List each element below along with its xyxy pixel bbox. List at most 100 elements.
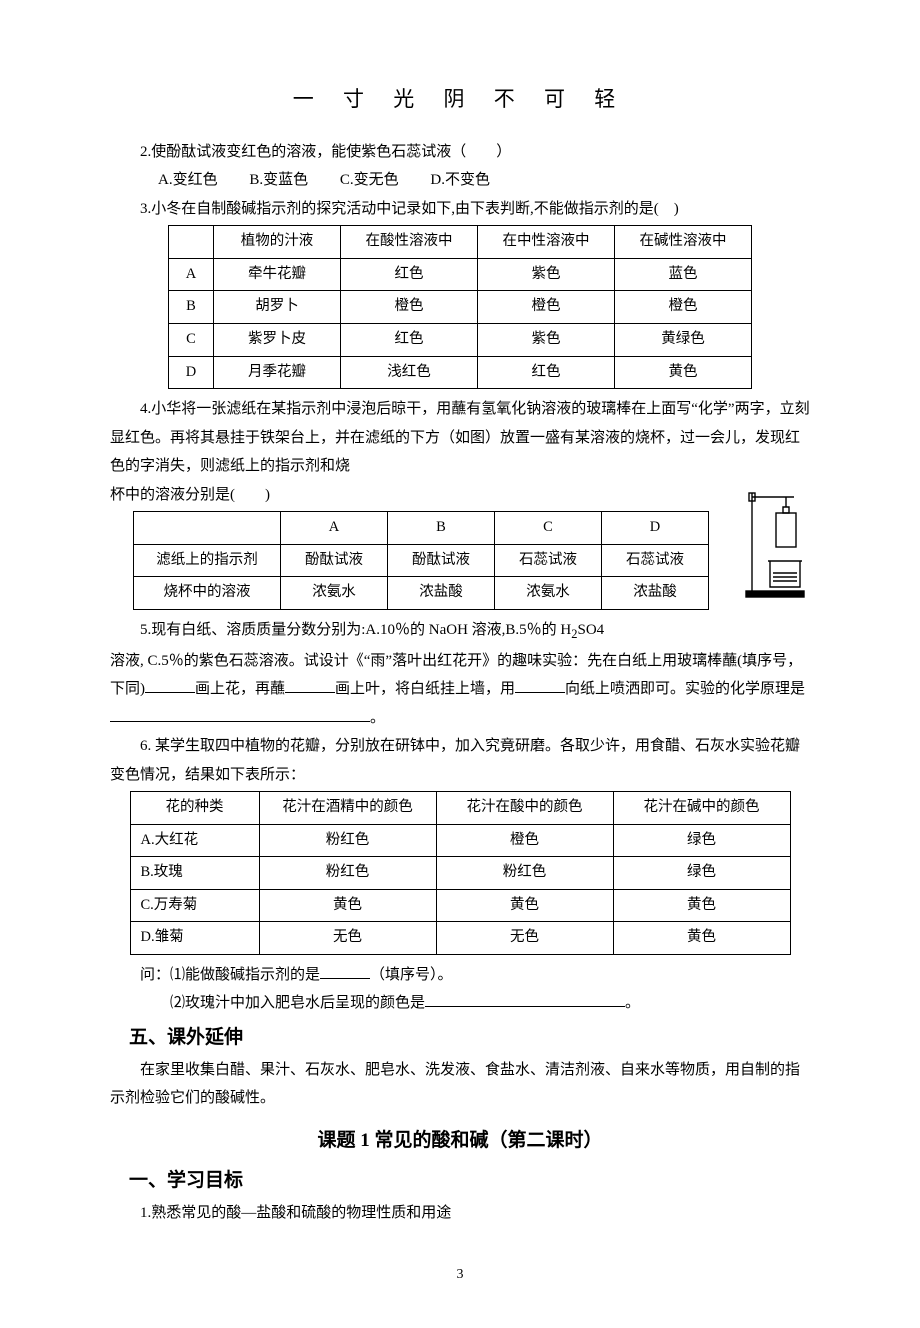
q5-p1end: SO4 (578, 622, 605, 638)
cell: 红色 (341, 258, 478, 291)
cell: 橙色 (436, 824, 613, 857)
q2-opt-d: D.不变色 (430, 172, 490, 188)
cell: 烧杯中的溶液 (134, 577, 281, 610)
cell: 紫色 (478, 324, 615, 357)
cell: C.万寿菊 (130, 889, 259, 922)
q2-options: A.变红色 B.变蓝色 C.变无色 D.不变色 (110, 166, 810, 195)
cell: 浓盐酸 (388, 577, 495, 610)
cell: 酚酞试液 (281, 544, 388, 577)
table-row: D.雏菊无色无色黄色 (130, 922, 790, 955)
fill-blank[interactable] (145, 677, 195, 693)
cell: 红色 (478, 356, 615, 389)
q5-p1: 5.现有白纸、溶质质量分数分别为:A.10％的 NaOH 溶液,B.5％的 H (140, 622, 571, 638)
fill-blank[interactable] (320, 963, 370, 979)
q6-sub2b: 。 (625, 995, 640, 1011)
cell: 酚酞试液 (388, 544, 495, 577)
cell: 紫色 (478, 258, 615, 291)
cell: 浓氨水 (495, 577, 602, 610)
cell: 牵牛花瓣 (214, 258, 341, 291)
cell: 花汁在碱中的颜色 (613, 792, 790, 825)
fill-blank[interactable] (285, 677, 335, 693)
fill-blank[interactable] (425, 991, 625, 1007)
cell: B (388, 512, 495, 545)
fill-blank[interactable] (110, 706, 370, 722)
cell: 在碱性溶液中 (615, 226, 752, 259)
cell: A (281, 512, 388, 545)
q6-sub1b: （填序号）。 (370, 967, 453, 983)
cell: 浓盐酸 (602, 577, 709, 610)
cell: 石蕊试液 (602, 544, 709, 577)
cell: D.雏菊 (130, 922, 259, 955)
cell: 绿色 (613, 857, 790, 890)
q5-text: 5.现有白纸、溶质质量分数分别为:A.10％的 NaOH 溶液,B.5％的 H2… (110, 616, 810, 647)
cell: 花汁在酒精中的颜色 (259, 792, 436, 825)
cell: A.大红花 (130, 824, 259, 857)
cell: A (169, 258, 214, 291)
cell: 花汁在酸中的颜色 (436, 792, 613, 825)
cell: B.玫瑰 (130, 857, 259, 890)
table-row: A.大红花粉红色橙色绿色 (130, 824, 790, 857)
lesson-title: 课题 1 常见的酸和碱（第二课时） (110, 1123, 810, 1159)
cell: 滤纸上的指示剂 (134, 544, 281, 577)
q6-sub2a: ⑵玫瑰汁中加入肥皂水后呈现的颜色是 (170, 995, 425, 1011)
q2-opt-b: B.变蓝色 (249, 172, 308, 188)
q6-sub1a: 问：⑴能做酸碱指示剂的是 (140, 967, 320, 983)
cell (134, 512, 281, 545)
cell: 粉红色 (436, 857, 613, 890)
q5-p2e: 。 (370, 710, 385, 726)
fill-blank[interactable] (515, 677, 565, 693)
page-header-motto: 一 寸 光 阴 不 可 轻 (110, 80, 810, 120)
q6-sub2: ⑵玫瑰汁中加入肥皂水后呈现的颜色是 。 (110, 989, 810, 1018)
q6-stem: 6. 某学生取四中植物的花瓣，分别放在研钵中，加入究竟研磨。各取少许，用食醋、石… (110, 732, 810, 789)
q4-text-2: 杯中的溶液分别是( ) (110, 481, 732, 510)
table-row: D月季花瓣浅红色红色黄色 (169, 356, 752, 389)
q5-p2d-pre: 向纸上喷洒即可。实验的化学原理是 (565, 681, 805, 697)
q2-opt-a: A.变红色 (158, 172, 218, 188)
cell: 绿色 (613, 824, 790, 857)
q6-sub1: 问：⑴能做酸碱指示剂的是 （填序号）。 (110, 961, 810, 990)
cell: 浅红色 (341, 356, 478, 389)
cell: 黄色 (613, 922, 790, 955)
cell: D (602, 512, 709, 545)
cell: C (495, 512, 602, 545)
cell: 蓝色 (615, 258, 752, 291)
q6-table: 花的种类 花汁在酒精中的颜色 花汁在酸中的颜色 花汁在碱中的颜色 A.大红花粉红… (130, 791, 791, 955)
q4-block: 4.小华将一张滤纸在某指示剂中浸泡后晾干，用蘸有氢氧化钠溶液的玻璃棒在上面写“化… (110, 395, 810, 616)
q4-text-1: 4.小华将一张滤纸在某指示剂中浸泡后晾干，用蘸有氢氧化钠溶液的玻璃棒在上面写“化… (110, 401, 810, 474)
page-number: 3 (110, 1262, 810, 1289)
cell: 石蕊试液 (495, 544, 602, 577)
goal-1: 1.熟悉常见的酸—盐酸和硫酸的物理性质和用途 (110, 1199, 810, 1228)
cell: 浓氨水 (281, 577, 388, 610)
cell: 橙色 (478, 291, 615, 324)
cell: C (169, 324, 214, 357)
cell: 黄色 (615, 356, 752, 389)
table-row: C.万寿菊黄色黄色黄色 (130, 889, 790, 922)
cell: 黄色 (613, 889, 790, 922)
cell: 无色 (259, 922, 436, 955)
cell: D (169, 356, 214, 389)
cell: 花的种类 (130, 792, 259, 825)
goal-title: 一、学习目标 (110, 1163, 810, 1199)
table-row: 花的种类 花汁在酒精中的颜色 花汁在酸中的颜色 花汁在碱中的颜色 (130, 792, 790, 825)
table-row: B胡罗卜橙色橙色橙色 (169, 291, 752, 324)
q4-table: A B C D 滤纸上的指示剂酚酞试液酚酞试液石蕊试液石蕊试液 烧杯中的溶液浓氨… (133, 511, 709, 610)
section5-body: 在家里收集白醋、果汁、石灰水、肥皂水、洗发液、食盐水、清洁剂液、自来水等物质，用… (110, 1056, 810, 1113)
q5-body: 溶液, C.5％的紫色石蕊溶液。试设计《“雨”落叶出红花开》的趣味实验：先在白纸… (110, 647, 810, 733)
cell: 橙色 (615, 291, 752, 324)
cell: B (169, 291, 214, 324)
cell: 橙色 (341, 291, 478, 324)
section5-title: 五、课外延伸 (110, 1020, 810, 1056)
table-row: 植物的汁液 在酸性溶液中 在中性溶液中 在碱性溶液中 (169, 226, 752, 259)
table-row: A B C D (134, 512, 709, 545)
cell: 紫罗卜皮 (214, 324, 341, 357)
cell: 植物的汁液 (214, 226, 341, 259)
cell: 胡罗卜 (214, 291, 341, 324)
cell: 粉红色 (259, 824, 436, 857)
q5-p2b: 画上花，再蘸 (195, 681, 285, 697)
q3-table: 植物的汁液 在酸性溶液中 在中性溶液中 在碱性溶液中 A牵牛花瓣红色紫色蓝色 B… (168, 225, 752, 389)
q3-stem: 3.小冬在自制酸碱指示剂的探究活动中记录如下,由下表判断,不能做指示剂的是( ) (110, 195, 810, 224)
cell: 红色 (341, 324, 478, 357)
cell: 黄绿色 (615, 324, 752, 357)
apparatus-figure (740, 483, 810, 614)
table-row: C紫罗卜皮红色紫色黄绿色 (169, 324, 752, 357)
